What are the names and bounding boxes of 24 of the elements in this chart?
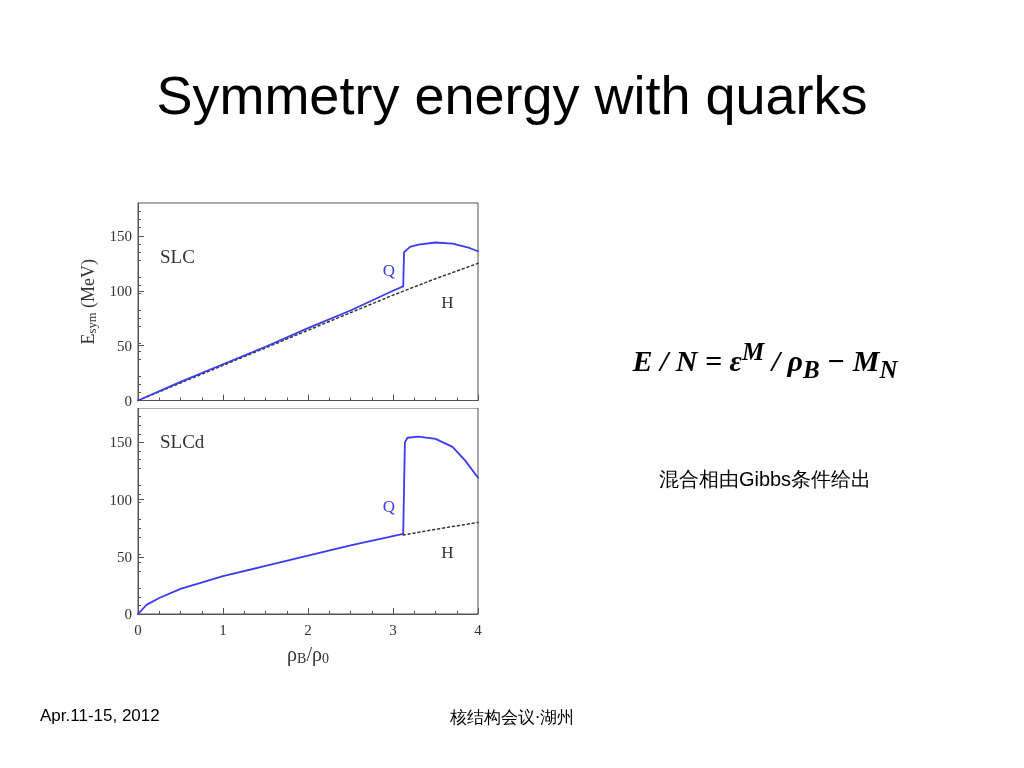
series-label: H bbox=[441, 543, 454, 563]
y-tick-label: 150 bbox=[109, 434, 132, 451]
y-tick-label: 100 bbox=[109, 282, 132, 299]
x-tick-label: 3 bbox=[389, 621, 397, 638]
annotation: SLCd bbox=[160, 431, 205, 452]
y-tick-label: 50 bbox=[117, 337, 132, 354]
x-tick-label: 2 bbox=[304, 621, 312, 638]
y-tick-label: 150 bbox=[109, 227, 132, 244]
y-tick-label: 0 bbox=[124, 392, 132, 409]
series-label: Q bbox=[382, 260, 396, 280]
text: Apr.11-15, 2012 bbox=[40, 706, 161, 726]
text: E / N = ε$^{M}$ / ρ$_{B}$ − M$_{N}$ bbox=[631, 338, 900, 384]
x-tick-label: 1 bbox=[219, 621, 227, 638]
series-label: H bbox=[441, 292, 454, 312]
text: 混合相由Gibbs条件给出 bbox=[657, 467, 873, 492]
y-tick-label: 0 bbox=[124, 606, 132, 622]
chart-title: Symmetry energy with quarks bbox=[155, 64, 869, 126]
y-tick-label: 100 bbox=[109, 491, 132, 508]
x-tick-label: 4 bbox=[474, 621, 483, 638]
series-label: Q bbox=[382, 496, 396, 516]
text: 核结构会议·湖州 bbox=[448, 707, 576, 729]
annotation: SLC bbox=[160, 246, 195, 267]
y-tick-label: 50 bbox=[117, 548, 132, 565]
y-axis-title: Esym (MeV) bbox=[78, 259, 100, 345]
